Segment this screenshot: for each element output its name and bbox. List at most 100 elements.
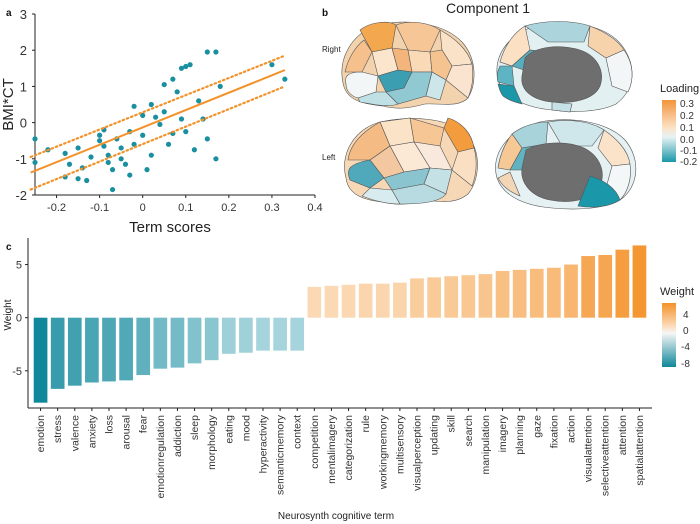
- scatter-point: [75, 145, 81, 151]
- scatter-point: [161, 109, 167, 115]
- bar-multisensory: [393, 282, 407, 318]
- term-label-visualattention: visualattention: [583, 415, 595, 482]
- bar-stress: [50, 317, 65, 389]
- scatter-point: [88, 154, 94, 160]
- scatter-y-axis-label: BMI*CT: [0, 78, 17, 131]
- scatter-ci-upper-line: [29, 54, 286, 159]
- term-label-search: search: [463, 415, 475, 447]
- scatter-x-axis-label: Term scores: [129, 219, 211, 236]
- bar-mood: [239, 317, 253, 353]
- brain-left-medial: [495, 119, 637, 210]
- term-label-planning: planning: [514, 415, 526, 455]
- brain-map-title: Component 1: [446, 0, 530, 16]
- bar-y-tick-label: 5: [16, 260, 22, 272]
- term-label-arousal: arousal: [121, 415, 133, 449]
- bar-emotion: [33, 317, 48, 403]
- scatter-point: [140, 112, 146, 118]
- scatter-point: [178, 116, 185, 122]
- scatter-point: [118, 145, 124, 151]
- brain-right-lateral: [341, 21, 475, 109]
- scatter-x-tick-label: 0.2: [221, 202, 236, 214]
- loading-tick-0.0: 0.0: [680, 135, 694, 146]
- bar-action: [564, 264, 578, 318]
- bar-visualattention: [581, 256, 595, 318]
- scatter-point: [105, 159, 111, 166]
- term-label-valence: valence: [69, 415, 81, 451]
- loading-colorbar: [662, 100, 676, 162]
- term-label-eating: eating: [223, 415, 235, 444]
- loading-legend-title: Loading: [660, 83, 699, 95]
- panel-a-label: a: [6, 8, 12, 19]
- term-label-morphology: morphology: [206, 414, 218, 470]
- brain-right-medial: [496, 21, 633, 113]
- term-label-action: action: [566, 415, 578, 443]
- brain-row-label-right: Right: [322, 45, 341, 54]
- scatter-x-tick-label: 0.3: [264, 202, 279, 214]
- scatter-point: [140, 132, 146, 138]
- term-label-gaze: gaze: [531, 415, 543, 438]
- term-label-rule: rule: [360, 415, 372, 433]
- bar-valence: [67, 317, 82, 386]
- loading-tick-0.1: 0.1: [680, 123, 694, 134]
- loading-tick-0.2: 0.2: [680, 111, 694, 122]
- scatter-x-tick-label: -0.1: [90, 202, 109, 214]
- scatter-point: [157, 121, 163, 128]
- scatter-x-tick-label: 0: [140, 202, 146, 214]
- scatter-point: [84, 177, 90, 184]
- scatter-point: [183, 63, 189, 70]
- scatter-point: [66, 161, 73, 167]
- bar-attention: [615, 249, 630, 318]
- bar-loss: [102, 317, 116, 382]
- bar-fixation: [547, 267, 561, 318]
- scatter-point: [97, 132, 103, 138]
- bar-addiction: [170, 317, 185, 368]
- term-label-spatialattention: spatialattention: [634, 415, 646, 486]
- term-label-semanticmemory: semanticmemory: [275, 414, 287, 495]
- scatter-x-tick-label: 0.1: [178, 202, 193, 214]
- loading-tick-0.3: 0.3: [680, 99, 694, 110]
- term-label-sleep: sleep: [189, 415, 201, 440]
- bar-context: [290, 317, 305, 351]
- weight-legend-title: Weight: [660, 286, 694, 298]
- term-label-emotion: emotion: [35, 415, 47, 453]
- scatter-y-tick-label: -2: [15, 188, 27, 203]
- scatter-point: [153, 114, 159, 120]
- scatter-y-tick-label: -1: [15, 152, 27, 167]
- bar-gaze: [529, 268, 544, 318]
- bar-categorization: [341, 284, 356, 318]
- panel-b-label: b: [322, 8, 328, 19]
- term-label-addiction: addiction: [172, 415, 184, 457]
- scatter-point: [109, 186, 116, 193]
- scatter-point: [131, 141, 137, 147]
- scatter-point: [269, 62, 275, 68]
- scatter-y-tick-label: 3: [20, 7, 27, 22]
- scatter-point: [191, 147, 197, 153]
- weight-tick-4: 4: [683, 310, 689, 321]
- scatter-point: [161, 81, 167, 88]
- scatter-point: [213, 156, 219, 162]
- weight-tick-minus-4: -4: [681, 342, 690, 353]
- weight-colorbar: [662, 303, 676, 367]
- scatter-point: [187, 62, 193, 68]
- bar-semanticmemory: [273, 317, 287, 351]
- term-label-attention: attention: [617, 415, 629, 455]
- term-label-categorization: categorization: [343, 415, 355, 481]
- scatter-point: [101, 143, 107, 149]
- term-label-selectiveattention: selectiveattention: [600, 415, 612, 496]
- bar-manipulation: [478, 274, 493, 318]
- brain-row-label-left: Left: [322, 153, 336, 162]
- scatter-point: [118, 156, 124, 162]
- bar-updating: [427, 277, 441, 318]
- term-label-workingmemory: workingmemory: [377, 414, 389, 490]
- scatter-y-tick-label: 2: [20, 43, 27, 58]
- bar-visualperception: [410, 278, 424, 318]
- term-label-fear: fear: [138, 414, 150, 433]
- term-label-hyperactivity: hyperactivity: [258, 414, 270, 473]
- term-label-context: context: [292, 415, 304, 449]
- loading-tick-minus-0.1: -0.1: [680, 146, 698, 157]
- scatter-fit-line: [30, 69, 286, 174]
- bar-planning: [512, 269, 527, 318]
- scatter-point: [148, 152, 154, 158]
- bar-search: [461, 275, 476, 318]
